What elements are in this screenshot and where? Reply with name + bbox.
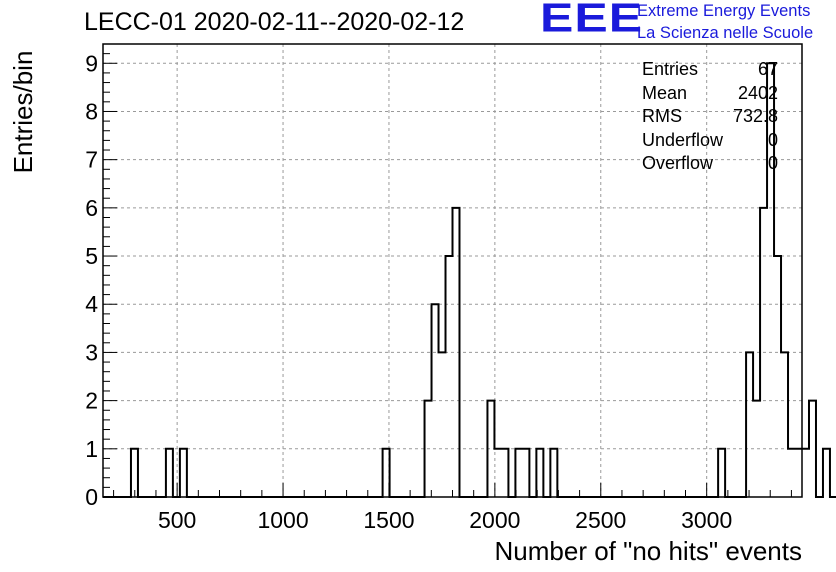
histogram-bin: [795, 449, 802, 497]
x-axis-label: Number of "no hits" events: [494, 536, 803, 566]
stat-row-entries: Entries 67: [642, 59, 778, 83]
logo-mark: EEE: [540, 0, 644, 41]
histogram-bin: [802, 449, 809, 497]
histogram-bin: [550, 449, 557, 497]
stat-label: Overflow: [642, 153, 714, 173]
stat-row-rms: RMS 732.8: [642, 106, 778, 130]
y-tick-label: 7: [85, 147, 98, 173]
histogram-bin: [522, 449, 529, 497]
stat-label: Underflow: [642, 129, 724, 150]
y-tick-label: 3: [85, 339, 98, 365]
histogram-bin: [446, 256, 453, 497]
histogram-bin: [180, 449, 187, 497]
stat-value: 0: [767, 153, 778, 173]
histogram-bin: [501, 449, 508, 497]
logo-line-1: Extreme Energy Events: [637, 2, 811, 20]
x-tick-label: 2000: [469, 507, 520, 533]
y-tick-label: 5: [85, 243, 98, 269]
eee-logo: EEE Extreme Energy Events La Scienza nel…: [540, 0, 836, 46]
y-tick-label: 9: [85, 50, 98, 76]
y-axis-label: Entries/bin: [8, 50, 38, 174]
histogram-bin: [809, 401, 816, 497]
stat-value: 2402: [737, 82, 778, 103]
histogram-bin: [439, 352, 446, 497]
y-tick-label: 0: [85, 484, 98, 510]
chart-title: LECC-01 2020-02-11--2020-02-12: [84, 8, 465, 36]
histogram-bin: [781, 352, 788, 497]
y-tick-label: 8: [85, 98, 98, 124]
histogram-bin: [515, 449, 522, 497]
stat-row-underflow: Underflow 0: [642, 130, 778, 154]
histogram-bin: [774, 256, 781, 497]
y-tick-label: 1: [85, 436, 98, 462]
stat-value: 732.8: [732, 106, 778, 126]
y-tick-label: 2: [85, 388, 98, 414]
y-tick-label: 6: [85, 195, 98, 221]
logo-line-2: La Scienza nelle Scuole: [637, 24, 814, 42]
plot-frame: [102, 43, 803, 498]
histogram-bin: [131, 449, 138, 497]
x-tick-label: 3000: [681, 507, 732, 533]
histogram-bin: [823, 449, 830, 497]
histogram-bin: [536, 449, 543, 497]
stats-box: Entries 67 Mean 2402 RMS 732.8 Underflow…: [642, 59, 778, 177]
histogram-bin: [494, 449, 501, 497]
x-tick-label: 1000: [257, 507, 308, 533]
y-tick-label: 4: [85, 291, 98, 317]
histogram-bin: [788, 449, 795, 497]
stat-row-mean: Mean 2402: [642, 83, 778, 107]
stat-value: 67: [757, 59, 778, 79]
x-tick-label: 500: [158, 507, 196, 533]
stat-label: Mean: [642, 82, 688, 103]
histogram-bin: [718, 449, 725, 497]
histogram-bin: [746, 352, 753, 497]
stat-value: 0: [767, 129, 778, 150]
x-tick-label: 2500: [575, 507, 626, 533]
x-tick-label: 1500: [363, 507, 414, 533]
histogram-bin: [166, 449, 173, 497]
stat-label: Entries: [642, 59, 699, 79]
stat-row-overflow: Overflow 0: [642, 153, 778, 177]
stat-label: RMS: [642, 106, 682, 126]
